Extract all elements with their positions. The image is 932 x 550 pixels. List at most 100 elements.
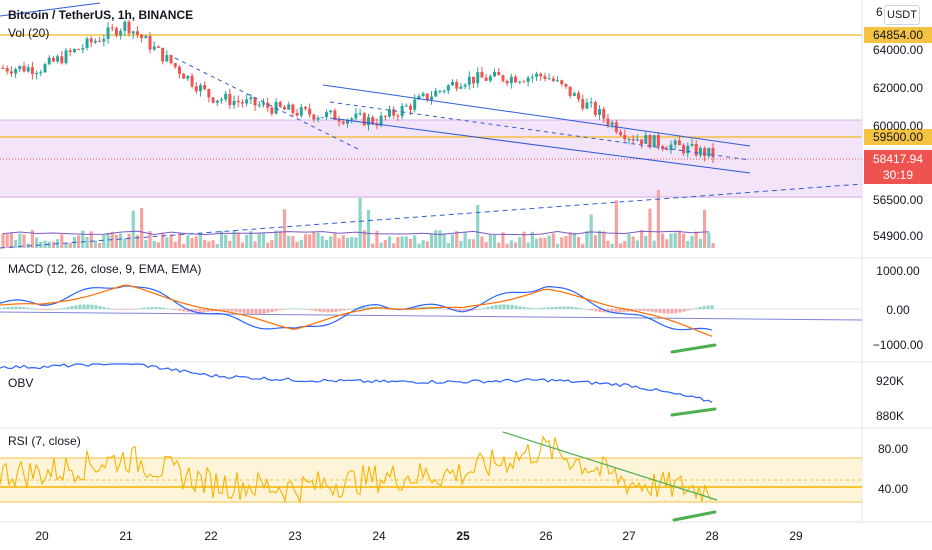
candle-body [1,68,5,69]
candle-body [224,93,228,100]
volume-bar [459,240,463,248]
candle-body [526,77,530,82]
candle-body [39,72,43,74]
candle-body [245,99,249,104]
candle-body [194,86,198,92]
trendline-top-left [0,2,101,17]
candle-body [581,99,585,109]
macd-histogram-bar [318,309,322,312]
volume-bar [316,232,320,248]
macd-histogram-bar [346,309,350,310]
macd-histogram-bar [510,304,514,309]
candle-body [291,104,295,113]
macd-tick-neg1000: −1000.00 [873,338,924,352]
macd-histogram-bar [206,309,210,312]
volume-bar [585,231,589,248]
macd-histogram-bar [710,305,714,309]
volume-bar [522,231,526,248]
candle-body [497,71,501,76]
macd-histogram-bar [90,304,94,309]
volume-bar [572,232,576,248]
macd-histogram-bar [418,307,422,309]
candle-body [379,115,383,126]
volume-bar [60,234,64,248]
volume-bar [551,233,555,248]
macd-divergence-line [670,343,717,354]
macd-histogram-bar [142,307,146,309]
candle-body [505,80,509,84]
candle-body [249,97,253,100]
macd-histogram-bar [638,309,642,311]
candle-body [102,38,106,42]
candle-body [68,50,72,52]
macd-histogram-bar [210,309,214,312]
macd-label[interactable]: MACD (12, 26, close, 9, EMA, EMA) [8,262,202,276]
volume-bar [177,232,182,248]
price-tick-54900: 54900.00 [873,229,923,243]
candle-body [362,113,366,126]
rsi-label[interactable]: RSI (7, close) [8,434,81,448]
candle-body [337,120,341,122]
candle-body [409,105,413,110]
symbol-title[interactable]: Bitcoin / TetherUS, 1h, BINANCE [8,8,193,22]
volume-bar [438,230,442,248]
volume-label[interactable]: Vol (20) [8,26,50,40]
candle-body [329,110,333,113]
volume-bar [660,233,665,248]
candle-body [640,139,644,144]
volume-bar [22,234,26,248]
volume-bar [30,230,35,248]
candle-body [589,102,593,104]
volume-bar [282,209,287,248]
volume-bar [681,233,686,248]
macd-histogram-bar [362,306,366,309]
macd-histogram-bar [122,309,126,310]
candle-body [156,46,160,48]
macd-histogram-bar [50,309,54,310]
candle-body [114,28,118,36]
volume-bar [93,240,98,248]
rsi-tick-40: 40.00 [878,482,908,496]
obv-tick-920k: 920K [876,374,904,388]
candle-body [228,93,232,106]
macd-histogram-bar [614,309,618,313]
candle-body [698,148,702,156]
currency-button[interactable]: USDT [884,5,920,25]
macd-histogram-bar [322,309,326,313]
volume-bar [434,230,438,248]
volume-bar [467,239,471,248]
macd-histogram-bar [194,309,198,313]
candle-body [135,31,139,35]
macd-histogram-bar [694,308,698,309]
volume-bar [51,241,56,248]
candle-body [455,81,459,89]
candle-body [610,122,614,125]
volume-bar [618,243,623,248]
volume-bar [707,232,711,248]
volume-bar [413,235,417,248]
candle-body [484,77,488,81]
macd-histogram-bar [478,308,482,310]
channel-upper [322,84,751,147]
macd-histogram-bar [622,309,626,312]
macd-histogram-bar [702,306,706,309]
candle-body [282,106,286,110]
volume-bar [207,241,211,248]
candle-body [501,75,505,81]
obv-label[interactable]: OBV [8,376,34,390]
macd-histogram-bar [490,305,494,309]
macd-histogram-bar [22,307,26,309]
volume-bar [543,238,547,248]
volume-bar [249,231,253,248]
volume-bar [568,232,572,248]
macd-histogram-bar [66,307,70,309]
volume-bar [446,243,450,248]
volume-bar [152,241,156,248]
candle-body [358,113,362,115]
volume-bar [194,236,198,248]
candle-body [161,47,165,62]
volume-bar [610,243,614,248]
candle-body [123,21,127,31]
candle-body [110,27,114,29]
